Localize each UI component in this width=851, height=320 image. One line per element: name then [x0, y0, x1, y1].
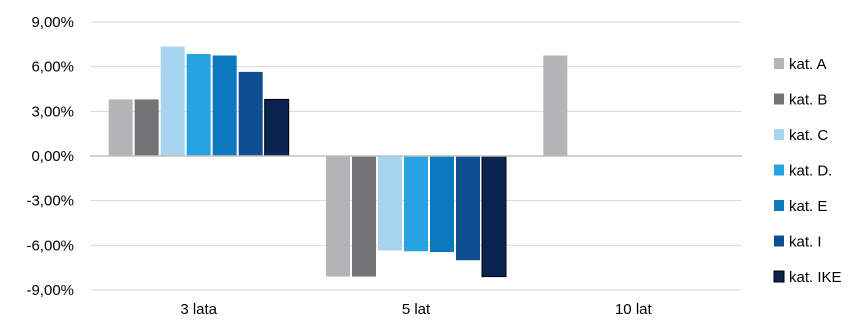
- legend-swatch: [774, 129, 784, 140]
- y-tick-label: 6,00%: [31, 59, 74, 76]
- x-category-label: 5 lat: [402, 301, 431, 318]
- legend-swatch: [774, 164, 784, 176]
- legend-label: kat. IKE: [789, 269, 842, 286]
- legend-swatch: [774, 93, 784, 105]
- bar: [108, 99, 133, 156]
- bar: [212, 55, 237, 156]
- x-category-label: 10 lat: [615, 301, 653, 318]
- legend-swatch: [774, 200, 784, 211]
- legend-label: kat. I: [789, 234, 822, 251]
- y-tick-label: -9,00%: [26, 282, 74, 299]
- bar: [481, 155, 507, 278]
- legend-label: kat. E: [789, 198, 827, 215]
- bar: [456, 156, 480, 261]
- y-axis-ticks: 9,00% 6,00% 3,00% 0,00% -3,00% -6,00% -9,00%: [26, 14, 74, 299]
- bar: [134, 99, 159, 156]
- bar: [160, 46, 185, 156]
- bar: [264, 98, 290, 157]
- y-tick-label: -6,00%: [26, 237, 74, 254]
- bars: [108, 46, 568, 278]
- bar: [326, 156, 350, 277]
- bar: [378, 156, 402, 251]
- legend: kat. A kat. B kat. C kat. D. kat. E kat. I kat…: [773, 56, 842, 286]
- legend-label: kat. D.: [789, 163, 832, 180]
- legend-label: kat. C: [789, 127, 828, 144]
- legend-swatch: [774, 235, 784, 247]
- bar: [186, 54, 211, 157]
- bar: [352, 156, 376, 277]
- legend-swatch: [774, 58, 784, 69]
- x-category-label: 3 lata: [180, 301, 217, 318]
- bar: [430, 156, 454, 253]
- bar: [404, 156, 428, 252]
- bar: [238, 71, 263, 156]
- bar: [543, 55, 568, 156]
- legend-label: kat. A: [789, 56, 827, 73]
- y-tick-label: 9,00%: [31, 14, 74, 31]
- legend-label: kat. B: [789, 92, 827, 109]
- x-axis-categories: 3 lata 5 lat 10 lat: [180, 301, 652, 318]
- legend-swatch: [773, 270, 785, 283]
- y-tick-label: 3,00%: [31, 103, 74, 120]
- y-tick-label: 0,00%: [31, 148, 74, 165]
- y-tick-label: -3,00%: [26, 193, 74, 210]
